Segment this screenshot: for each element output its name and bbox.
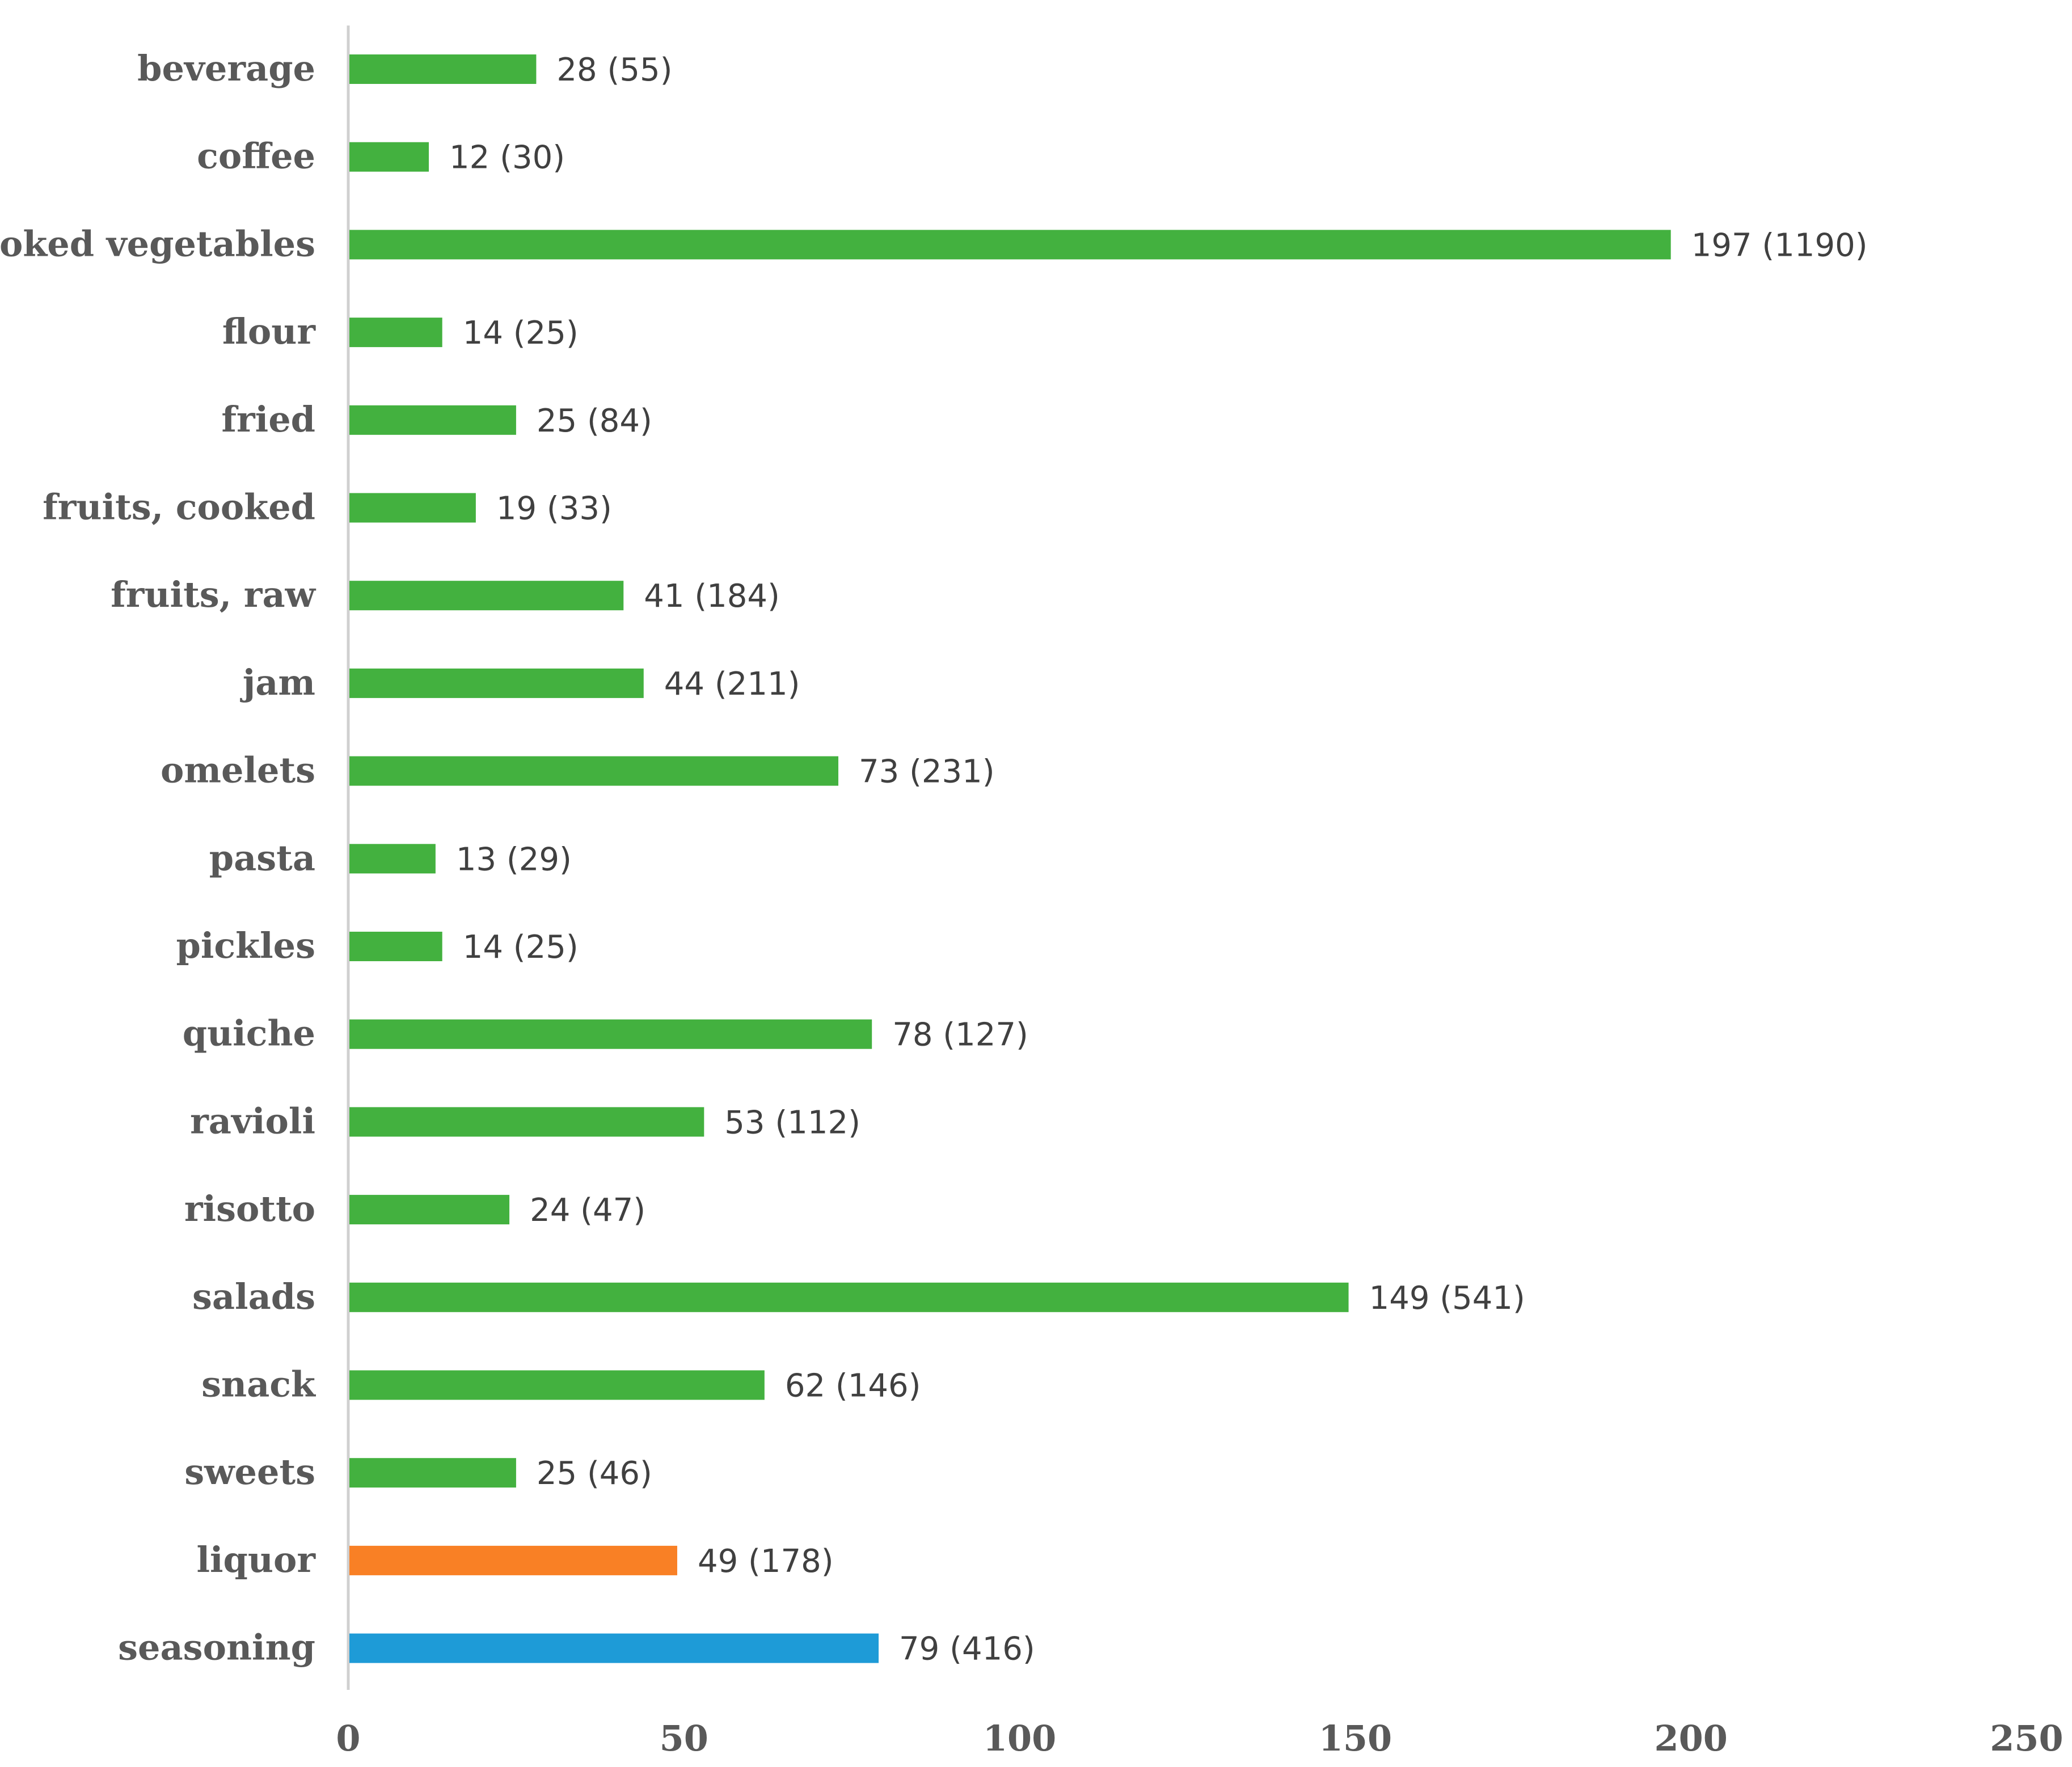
- x-tick-label: 150: [1319, 1718, 1392, 1759]
- data-label: 25 (46): [537, 1455, 652, 1492]
- category-label: pasta: [209, 837, 315, 878]
- bar: [349, 1019, 872, 1049]
- data-label: 14 (25): [463, 315, 579, 352]
- data-label: 78 (127): [892, 1017, 1028, 1054]
- data-label: 25 (84): [537, 403, 652, 439]
- category-label: pickles: [176, 925, 315, 966]
- data-label: 73 (231): [859, 754, 995, 790]
- x-tick-label: 100: [983, 1718, 1056, 1759]
- bar: [349, 405, 516, 435]
- data-label: 53 (112): [724, 1104, 860, 1141]
- category-label: sweets: [184, 1451, 315, 1493]
- bar: [349, 1545, 677, 1575]
- category-label: seasoning: [118, 1627, 315, 1668]
- category-label: jam: [240, 662, 315, 703]
- bar: [349, 54, 537, 84]
- bar: [349, 932, 442, 961]
- bar: [349, 844, 436, 874]
- x-tick-label: 250: [1990, 1718, 2063, 1759]
- data-label: 24 (47): [530, 1192, 645, 1229]
- bar: [349, 1282, 1349, 1312]
- data-label: 19 (33): [496, 491, 612, 527]
- x-tick-label: 0: [336, 1718, 360, 1759]
- category-label: coffee: [197, 136, 315, 177]
- data-label: 49 (178): [698, 1543, 834, 1580]
- bar: [349, 756, 839, 786]
- category-label: liquor: [196, 1539, 316, 1580]
- bar: [349, 1458, 516, 1488]
- bar: [349, 1633, 879, 1663]
- bar: [349, 1107, 704, 1137]
- bar: [349, 581, 624, 611]
- category-label: ravioli: [190, 1100, 315, 1142]
- data-label: 13 (29): [456, 841, 572, 878]
- data-label: 62 (146): [785, 1368, 921, 1405]
- data-label: 44 (211): [664, 666, 800, 703]
- bar: [349, 1195, 510, 1225]
- data-label: 14 (25): [463, 929, 579, 966]
- x-tick-label: 50: [660, 1718, 708, 1759]
- category-label: fried: [221, 399, 315, 440]
- category-label: risotto: [184, 1188, 315, 1229]
- data-label: 197 (1190): [1691, 227, 1868, 264]
- bar: [349, 230, 1671, 260]
- category-label: salads: [192, 1276, 315, 1317]
- bar: [349, 1370, 765, 1400]
- category-label: beverage: [137, 48, 315, 89]
- labels-layer: beverage 28 (55) coffee 12 (30) cooked veget…: [0, 48, 1868, 1668]
- category-label: snack: [201, 1364, 317, 1405]
- category-label: quiche: [183, 1013, 315, 1054]
- bar: [349, 493, 476, 523]
- x-tick-label: 200: [1654, 1718, 1727, 1759]
- category-label: cooked vegetables: [0, 223, 315, 264]
- data-label: 79 (416): [899, 1631, 1035, 1668]
- bar: [349, 318, 442, 348]
- data-label: 28 (55): [556, 52, 672, 88]
- bars-layer: [349, 54, 1671, 1663]
- category-label: fruits, cooked: [43, 487, 315, 528]
- data-label: 41 (184): [644, 578, 780, 615]
- bar: [349, 668, 644, 698]
- data-label: 149 (541): [1369, 1280, 1525, 1317]
- category-label: omelets: [161, 750, 315, 791]
- category-label: fruits, raw: [111, 574, 317, 615]
- category-label: flour: [222, 311, 317, 352]
- axis-layer: 0 50 100 150 200 250: [336, 26, 2063, 1759]
- data-label: 12 (30): [449, 140, 565, 176]
- bar: [349, 142, 429, 172]
